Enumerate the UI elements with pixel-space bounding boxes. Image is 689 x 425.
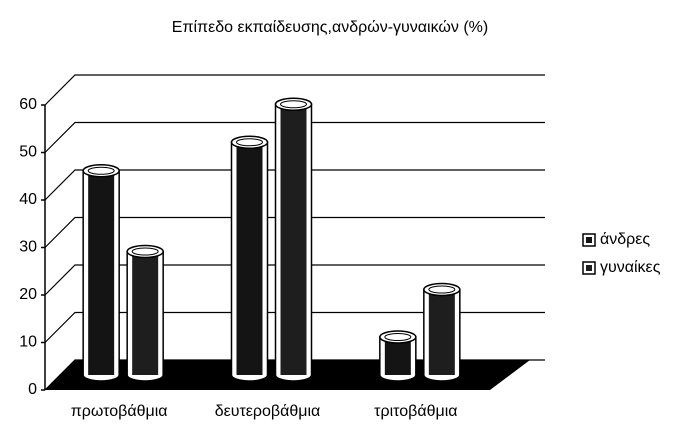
bar-top-inner [87,166,115,175]
bar-core [132,251,159,375]
bar-top-inner [428,285,456,294]
y-tick-label: 60 [19,96,37,113]
bar-top-inner [236,138,263,147]
grid-line [44,169,545,201]
y-tick-label: 50 [19,144,37,161]
bar [379,330,417,382]
x-tick-label: τριτοβάθμια [374,403,457,420]
bar [230,135,269,382]
bar [423,282,461,382]
grid-line [44,264,545,296]
bar [126,244,164,382]
bar-core [236,142,263,375]
legend-label: γυναίκες [600,259,661,276]
x-tick-label: δευτεροβάθμια [215,403,321,420]
legend-swatch-core [586,265,592,271]
bar-top-inner [384,333,412,341]
chart-title: Επίπεδο εκπαίδευσης,ανδρών-γυναικών (%) [172,19,488,36]
grid-line [44,121,545,153]
bar [82,164,120,382]
legend-label: άνδρες [600,231,650,248]
bar-core [428,289,455,375]
y-tick-label: 10 [19,334,37,351]
x-tick-label: πρωτοβάθμια [71,403,168,420]
grid-line [44,74,545,106]
bar [274,97,313,382]
legend-swatch-core [586,237,592,243]
bar-core [280,104,307,375]
grid-line [44,216,545,248]
bar-core [88,170,115,375]
bar-top-inner [131,247,159,256]
y-tick-label: 30 [19,239,37,256]
grid-line [44,311,545,343]
y-tick-label: 0 [28,381,37,398]
y-tick-label: 40 [19,191,37,208]
y-tick-label: 20 [19,286,37,303]
bar-top-inner [280,100,307,109]
